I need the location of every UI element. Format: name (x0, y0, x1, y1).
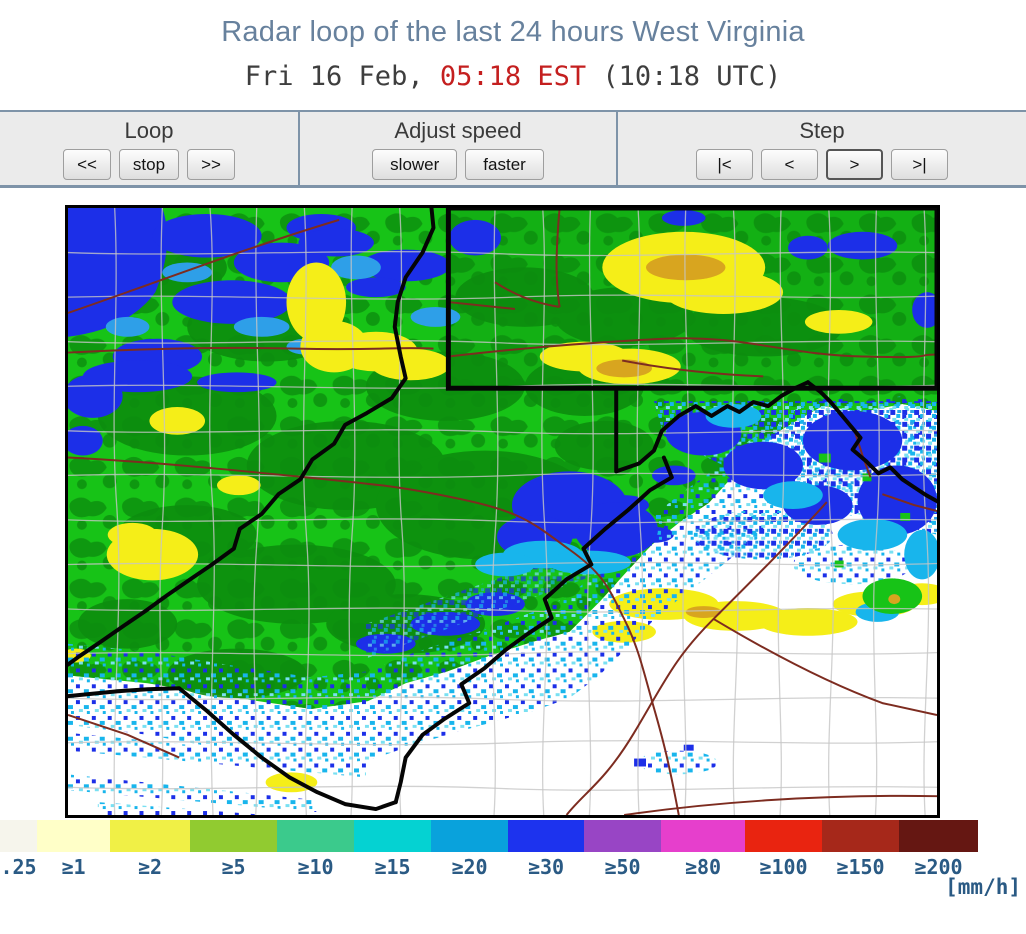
legend-segment (899, 820, 978, 852)
legend-segment (110, 820, 190, 852)
legend-segment (822, 820, 899, 852)
legend-threshold-label: ≥15 (374, 855, 411, 879)
timestamp-date: Fri 16 Feb, (244, 61, 440, 92)
loop-forward-button[interactable]: >> (187, 149, 235, 180)
legend-segment (661, 820, 745, 852)
legend-threshold-label: ≥100 (759, 855, 808, 879)
step-first-button[interactable]: |< (696, 149, 753, 180)
step-last-button[interactable]: >| (891, 149, 948, 180)
speed-section-title: Adjust speed (394, 118, 522, 143)
loop-controls: Loop << stop >> (0, 112, 298, 185)
legend-segment (37, 820, 110, 852)
legend-segment (354, 820, 431, 852)
legend-threshold-label: ≥50 (604, 855, 641, 879)
control-bar: Loop << stop >> Adjust speed slower faster … (0, 110, 1026, 188)
inset-box-border (445, 208, 937, 391)
legend-segment (745, 820, 822, 852)
legend-threshold-label: ≥20 (451, 855, 488, 879)
step-back-button[interactable]: < (761, 149, 818, 180)
radar-map-svg (68, 208, 937, 815)
loop-rewind-button[interactable]: << (63, 149, 111, 180)
speed-controls: Adjust speed slower faster (298, 112, 616, 185)
legend-threshold-label: ≥5 (221, 855, 246, 879)
legend-color-bar (0, 820, 978, 852)
legend-segment (584, 820, 661, 852)
step-controls: Step |< < > >| (616, 112, 1026, 185)
legend-threshold-label: ≥1 (61, 855, 86, 879)
loop-buttons: << stop >> (0, 149, 298, 180)
timestamp-utc-time: (10:18 UTC) (586, 61, 782, 92)
page-title: Radar loop of the last 24 hours West Vir… (221, 16, 805, 48)
speed-faster-button[interactable]: faster (465, 149, 544, 180)
state-borders-layer (68, 208, 937, 812)
county-lines-layer (68, 208, 937, 815)
legend-threshold-label: ≥200 (914, 855, 963, 879)
loop-stop-button[interactable]: stop (118, 149, 180, 180)
radar-map-image (65, 205, 940, 818)
speed-buttons: slower faster (300, 149, 616, 180)
legend-threshold-label: ≥150 (836, 855, 885, 879)
legend-segment (0, 820, 37, 852)
legend-threshold-label: .25 (0, 855, 37, 879)
timestamp-local-time: 05:18 EST (439, 61, 587, 92)
legend-threshold-label: ≥10 (297, 855, 334, 879)
speed-slower-button[interactable]: slower (372, 149, 458, 180)
legend-unit: [mm/h] (945, 875, 1021, 899)
legend-threshold-label: ≥80 (684, 855, 722, 879)
timestamp: Fri 16 Feb, 05:18 EST (10:18 UTC) (0, 61, 1026, 92)
step-buttons: |< < > >| (618, 149, 1026, 180)
roads-layer (68, 208, 937, 815)
legend-segment (431, 820, 508, 852)
step-section-title: Step (799, 118, 845, 143)
legend-threshold-label: ≥30 (527, 855, 565, 879)
precipitation-layer (68, 208, 937, 815)
step-forward-button[interactable]: > (826, 149, 883, 180)
loop-section-title: Loop (124, 118, 174, 143)
legend-segment (508, 820, 584, 852)
legend-segment (277, 820, 354, 852)
legend-threshold-label: ≥2 (137, 855, 163, 879)
legend-segment (190, 820, 277, 852)
legend-labels: .25 ≥1 ≥2 ≥5 ≥10 ≥15 ≥20 ≥30 ≥50 ≥80 ≥100 ≥150 ≥200 (0, 855, 977, 879)
